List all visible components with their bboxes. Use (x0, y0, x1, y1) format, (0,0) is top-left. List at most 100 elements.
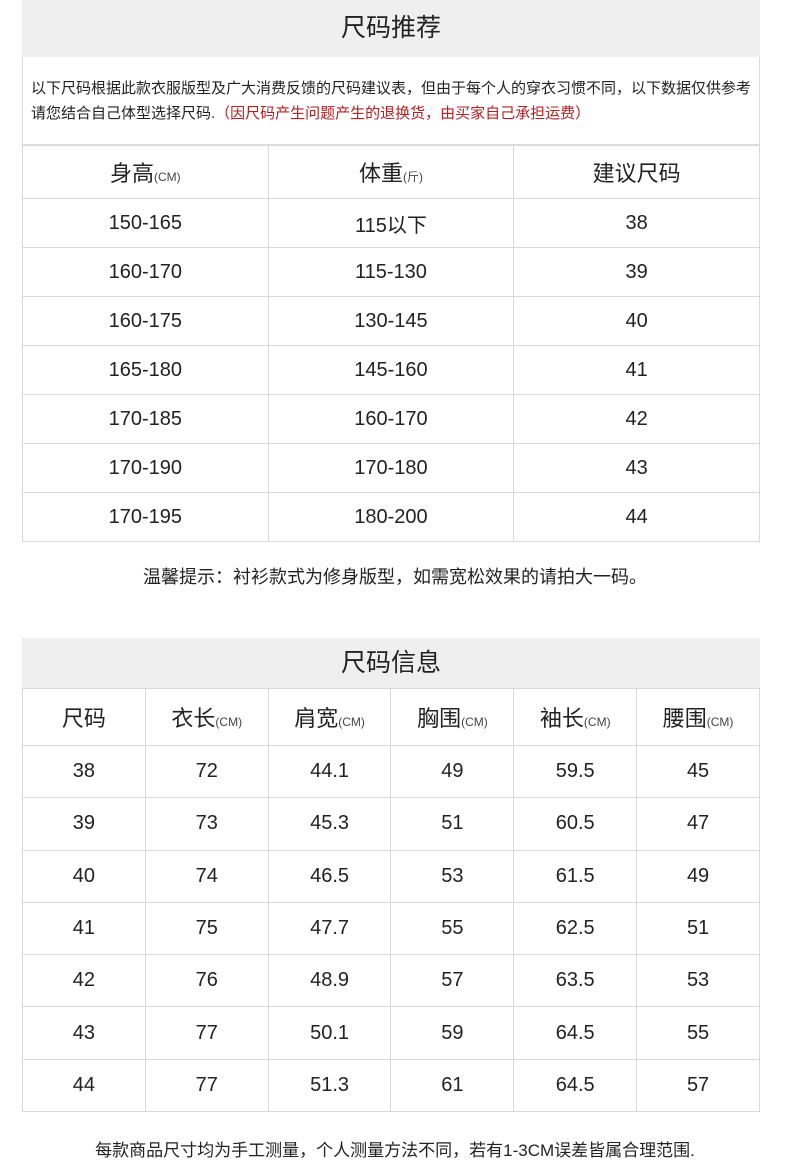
notice-text: 以下尺码根据此款衣服版型及广大消费反馈的尺码建议表，但由于每个人的穿衣习惯不同，… (31, 80, 752, 122)
table-cell: 115以下 (267, 198, 515, 248)
size-notice: 以下尺码根据此款衣服版型及广大消费反馈的尺码建议表，但由于每个人的穿衣习惯不同，… (22, 57, 760, 145)
table-row: 165-180 145-160 41 (22, 345, 760, 395)
table-cell: 51.3 (267, 1058, 392, 1113)
table-cell: 76 (144, 954, 269, 1008)
table-row: 160-175 130-145 40 (22, 296, 760, 346)
header-unit: (CM) (154, 170, 181, 184)
table-cell: 60.5 (513, 797, 638, 851)
header-label: 建议尺码 (592, 161, 681, 186)
table-cell: 49 (636, 849, 760, 903)
table-cell: 43 (22, 1006, 146, 1060)
table-cell: 165-180 (22, 345, 269, 395)
table-row: 160-170 115-130 39 (22, 247, 760, 297)
table-cell: 49 (390, 744, 515, 799)
header-label: 袖长 (539, 706, 584, 731)
table-cell: 43 (513, 443, 760, 493)
table-cell: 160-170 (267, 394, 515, 444)
table-cell: 51 (390, 797, 515, 851)
table-cell: 180-200 (267, 492, 515, 542)
table-row: 44 77 51.3 61 64.5 57 (22, 1058, 760, 1113)
table-cell: 77 (144, 1058, 269, 1113)
table-cell: 51 (636, 901, 760, 956)
header-label: 身高 (109, 161, 154, 186)
table-cell: 38 (22, 744, 146, 799)
table-row: 40 74 46.5 53 61.5 49 (22, 849, 760, 903)
table-cell: 115-130 (267, 247, 515, 297)
table-cell: 170-180 (267, 443, 515, 493)
table-cell: 42 (513, 394, 760, 444)
table-cell: 170-190 (22, 443, 269, 493)
table-cell: 46.5 (267, 849, 392, 903)
table-row: 38 72 44.1 49 59.5 45 (22, 744, 760, 799)
column-header: 腰围(CM) (636, 688, 760, 746)
header-label: 胸围 (417, 706, 462, 731)
table-cell: 38 (513, 198, 760, 248)
table-cell: 53 (636, 954, 760, 1008)
table-row: 170-190 170-180 43 (22, 443, 760, 493)
header-label: 体重 (358, 161, 403, 186)
header-label: 肩宽 (294, 706, 339, 731)
table-cell: 48.9 (267, 954, 392, 1008)
header-unit: (斤) (402, 170, 423, 184)
column-header: 肩宽(CM) (267, 688, 392, 746)
table-cell: 39 (22, 797, 146, 851)
header-unit: (CM) (706, 715, 734, 729)
table-cell: 44.1 (267, 744, 392, 799)
header-label: 衣长 (171, 706, 216, 731)
column-header: 衣长(CM) (144, 688, 269, 746)
column-header: 袖长(CM) (513, 688, 638, 746)
table-cell: 64.5 (513, 1058, 638, 1113)
table-cell: 41 (513, 345, 760, 395)
table-cell: 145-160 (267, 345, 515, 395)
table-cell: 160-175 (22, 296, 269, 346)
table-row: 39 73 45.3 51 60.5 47 (22, 797, 760, 851)
column-header: 建议尺码 (513, 145, 760, 199)
table-row: 170-185 160-170 42 (22, 394, 760, 444)
table-cell: 45.3 (267, 797, 392, 851)
table-cell: 44 (513, 492, 760, 542)
header-unit: (CM) (215, 715, 243, 729)
size-recommend-table: 身高(CM) 体重(斤) 建议尺码 150-165 115以下 38 160-170 115-… (22, 145, 760, 542)
header-label: 尺码 (61, 706, 106, 731)
size-recommend-title: 尺码推荐 (22, 0, 760, 57)
table-cell: 47.7 (267, 901, 392, 956)
table-cell: 62.5 (513, 901, 638, 956)
table-cell: 61.5 (513, 849, 638, 903)
table-cell: 59.5 (513, 744, 638, 799)
table-row: 42 76 48.9 57 63.5 53 (22, 954, 760, 1008)
table-cell: 55 (636, 1006, 760, 1060)
table-cell: 170-195 (22, 492, 269, 542)
measurement-note: 每款商品尺寸均为手工测量，个人测量方法不同，若有1-3CM误差皆属合理范围. (95, 1141, 695, 1160)
table-cell: 40 (22, 849, 146, 903)
table-cell: 47 (636, 797, 760, 851)
table-cell: 64.5 (513, 1006, 638, 1060)
table-cell: 74 (144, 849, 269, 903)
table-cell: 44 (22, 1058, 146, 1113)
size-info-title: 尺码信息 (22, 638, 760, 688)
table-cell: 42 (22, 954, 146, 1008)
table-cell: 160-170 (22, 247, 269, 297)
table-cell: 75 (144, 901, 269, 956)
header-label: 腰围 (662, 706, 707, 731)
fit-tip: 温馨提示：衬衫款式为修身版型，如需宽松效果的请拍大一码。 (143, 567, 647, 587)
table-row: 150-165 115以下 38 (22, 198, 760, 248)
header-unit: (CM) (461, 715, 488, 729)
table-cell: 73 (144, 797, 269, 851)
table-cell: 45 (636, 744, 760, 799)
table-cell: 40 (513, 296, 760, 346)
table-row: 170-195 180-200 44 (22, 492, 760, 542)
table-cell: 57 (390, 954, 515, 1008)
table-cell: 130-145 (267, 296, 515, 346)
column-header: 尺码 (22, 688, 146, 746)
table-cell: 59 (390, 1006, 515, 1060)
table-cell: 150-165 (22, 198, 269, 248)
table-cell: 77 (144, 1006, 269, 1060)
table-cell: 170-185 (22, 394, 269, 444)
header-unit: (CM) (583, 715, 611, 729)
column-header: 体重(斤) (267, 145, 515, 199)
table-row: 43 77 50.1 59 64.5 55 (22, 1006, 760, 1060)
header-unit: (CM) (338, 715, 365, 729)
table-cell: 61 (390, 1058, 515, 1113)
table-cell: 50.1 (267, 1006, 392, 1060)
table-cell: 53 (390, 849, 515, 903)
